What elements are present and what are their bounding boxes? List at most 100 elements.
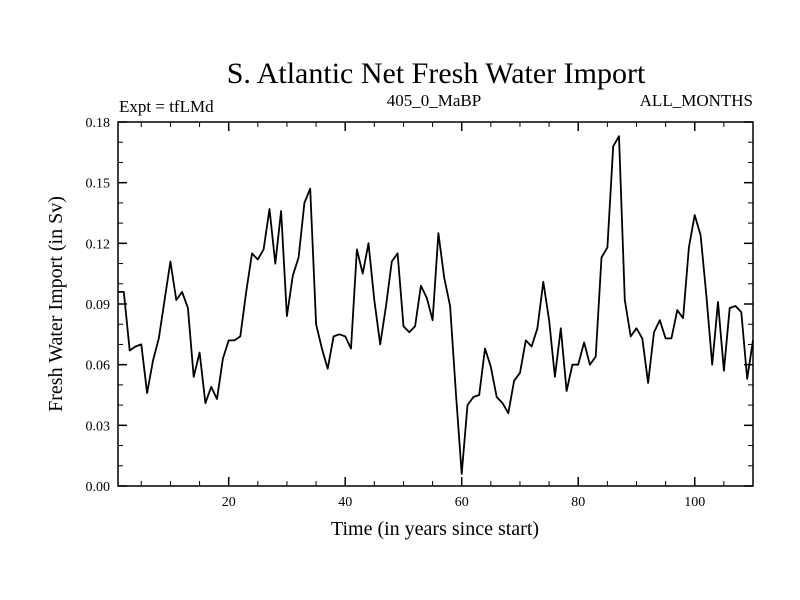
- data-point: [513, 380, 515, 382]
- data-point: [705, 295, 707, 297]
- data-point: [461, 473, 463, 475]
- data-point: [222, 358, 224, 360]
- data-point: [134, 345, 136, 347]
- data-point: [257, 259, 259, 261]
- data-point: [501, 402, 503, 404]
- data-point: [484, 347, 486, 349]
- data-point: [723, 370, 725, 372]
- data-point: [577, 364, 579, 366]
- data-point: [548, 319, 550, 321]
- data-point: [368, 242, 370, 244]
- data-point: [379, 343, 381, 345]
- data-point: [560, 327, 562, 329]
- data-point: [280, 210, 282, 212]
- data-point: [694, 214, 696, 216]
- y-tick-label: 0.18: [86, 116, 111, 131]
- data-point: [554, 376, 556, 378]
- data-point: [303, 202, 305, 204]
- plot-frame: [117, 121, 754, 487]
- data-point: [449, 305, 451, 307]
- data-point: [519, 372, 521, 374]
- data-point: [601, 256, 603, 258]
- data-point: [391, 261, 393, 263]
- data-point: [344, 335, 346, 337]
- data-point: [682, 317, 684, 319]
- data-point: [670, 337, 672, 339]
- x-tick-label: 80: [571, 495, 585, 510]
- data-point: [443, 277, 445, 279]
- data-point: [426, 297, 428, 299]
- data-point: [571, 364, 573, 366]
- months-label: ALL_MONTHS: [640, 91, 753, 110]
- data-point: [496, 396, 498, 398]
- data-point: [531, 345, 533, 347]
- data-point: [199, 352, 201, 354]
- data-point: [251, 252, 253, 254]
- data-series-line: [118, 135, 754, 475]
- data-point: [467, 404, 469, 406]
- data-point: [245, 291, 247, 293]
- data-point: [717, 301, 719, 303]
- data-point: [397, 252, 399, 254]
- data-point: [321, 347, 323, 349]
- data-point: [158, 337, 160, 339]
- data-point: [216, 398, 218, 400]
- y-tick-label: 0.15: [86, 177, 111, 192]
- data-point: [589, 364, 591, 366]
- data-point: [228, 339, 230, 341]
- data-point: [659, 319, 661, 321]
- data-point: [385, 305, 387, 307]
- x-tick-label: 100: [684, 495, 705, 510]
- data-point: [455, 392, 457, 394]
- chart-title: S. Atlantic Net Fresh Water Import: [227, 57, 646, 90]
- data-point: [292, 275, 294, 277]
- data-point: [187, 307, 189, 309]
- data-point: [437, 232, 439, 234]
- data-point: [624, 299, 626, 301]
- data-point: [164, 299, 166, 301]
- data-point: [676, 309, 678, 311]
- data-point: [146, 392, 148, 394]
- y-axis-ticks: 0.00 0.03 0.06 0.09 0.12 0.15 0.18: [86, 116, 753, 495]
- data-point: [595, 356, 597, 358]
- data-point: [338, 333, 340, 335]
- data-point: [175, 299, 177, 301]
- data-point: [647, 382, 649, 384]
- run-id-label: 405_0_MaBP: [387, 91, 481, 110]
- data-point: [193, 376, 195, 378]
- data-point: [210, 386, 212, 388]
- data-point: [583, 341, 585, 343]
- data-point: [542, 281, 544, 283]
- y-axis-label: Fresh Water Import (in Sv): [45, 196, 67, 412]
- data-point: [700, 234, 702, 236]
- data-point: [630, 335, 632, 337]
- data-point: [408, 331, 410, 333]
- x-tick-label: 40: [338, 495, 352, 510]
- data-point: [414, 325, 416, 327]
- data-point: [327, 368, 329, 370]
- data-point: [536, 327, 538, 329]
- data-point: [373, 299, 375, 301]
- data-point: [169, 261, 171, 263]
- data-point: [665, 337, 667, 339]
- experiment-label: Expt = tfLMd: [119, 97, 214, 116]
- x-tick-label: 60: [455, 495, 469, 510]
- y-tick-label: 0.00: [86, 480, 111, 495]
- data-point: [402, 325, 404, 327]
- data-point: [606, 246, 608, 248]
- data-point: [123, 291, 125, 293]
- data-point: [268, 208, 270, 210]
- x-tick-label: 20: [222, 495, 236, 510]
- data-point: [420, 285, 422, 287]
- y-tick-label: 0.06: [86, 359, 111, 374]
- x-axis-ticks: 20 40 60 80 100: [140, 122, 754, 510]
- data-point: [653, 331, 655, 333]
- data-point: [746, 378, 748, 380]
- data-point: [274, 263, 276, 265]
- data-point: [478, 394, 480, 396]
- y-tick-label: 0.09: [86, 298, 111, 313]
- data-point: [566, 390, 568, 392]
- y-tick-label: 0.03: [86, 419, 111, 434]
- data-point: [333, 335, 335, 337]
- data-point: [362, 273, 364, 275]
